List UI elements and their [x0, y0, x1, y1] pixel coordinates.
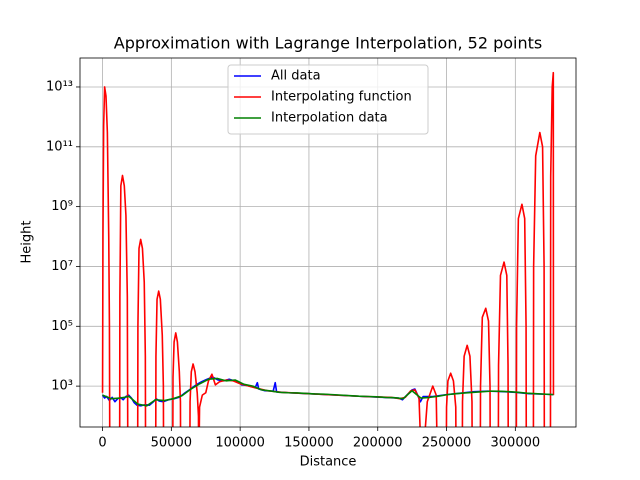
series-line [102, 377, 554, 407]
x-axis-label: Distance [300, 455, 357, 470]
y-tick-label: 10¹³ [46, 79, 73, 94]
y-tick-label: 10⁵ [51, 319, 73, 334]
x-tick-label: 250000 [422, 436, 472, 451]
chart-title: Approximation with Lagrange Interpolatio… [114, 34, 543, 53]
plot-area [101, 71, 555, 427]
legend: All data Interpolating function Interpolat… [227, 64, 429, 135]
y-tick-label: 10¹¹ [46, 139, 73, 154]
y-tick-label: 10⁹ [51, 199, 73, 214]
legend-label: Interpolating function [271, 90, 412, 105]
x-tick-label: 200000 [353, 436, 403, 451]
axes-frame [79, 57, 577, 428]
legend-box [227, 64, 429, 135]
y-axis-label: Height [20, 221, 35, 264]
legend-label: All data [271, 69, 321, 84]
x-tick-label: 300000 [491, 436, 541, 451]
x-tick-label: 150000 [284, 436, 334, 451]
x-tick-label: 100000 [215, 436, 265, 451]
x-tick-label: 0 [98, 436, 106, 451]
y-tick-label: 10³ [51, 379, 73, 394]
x-tick-label: 50000 [151, 436, 192, 451]
y-tick-label: 10⁷ [51, 259, 73, 274]
ticks: 0 50000 100000 150000 200000 250000 300000 10³ 1… [46, 79, 540, 450]
legend-label: Interpolation data [271, 111, 388, 126]
